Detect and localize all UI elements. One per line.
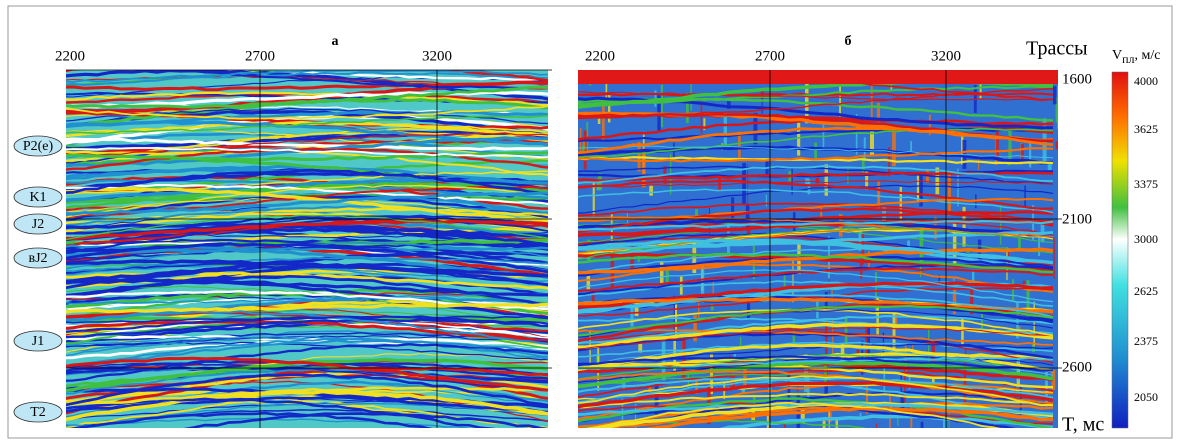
texture-streak <box>1024 186 1026 207</box>
texture-streak <box>731 197 734 221</box>
colorbar-ticks: 4000 3625 3375 3000 2625 2375 2050 <box>1134 74 1158 404</box>
texture-streak <box>1056 141 1060 149</box>
texture-streak <box>845 316 848 344</box>
colorbar-tick-label: 3000 <box>1134 232 1158 246</box>
figure: а б 2200 2700 3200 2200 2700 3200 Трассы… <box>0 0 1180 444</box>
texture-streak <box>816 178 820 184</box>
texture-streak <box>870 131 874 156</box>
x-tick-label: 2700 <box>245 48 275 64</box>
texture-streak <box>1000 205 1001 245</box>
horizon-label: P2(e) <box>23 139 54 154</box>
x-tick-label: 2200 <box>585 48 615 64</box>
panel-title: а <box>332 34 339 49</box>
seismic-section-b <box>573 67 1059 444</box>
texture-streak <box>649 186 653 196</box>
texture-streak <box>1057 86 1059 130</box>
x-axis-label: Трассы <box>1026 38 1088 60</box>
colorbar-tick-label: 2375 <box>1134 334 1158 348</box>
texture-streak <box>1038 238 1040 256</box>
horizon-label: K1 <box>29 190 46 205</box>
horizon-label: T2 <box>30 405 46 420</box>
texture-streak <box>921 422 924 442</box>
texture-streak <box>747 164 748 203</box>
y-tick-label: 2600 <box>1062 359 1092 375</box>
colorbar-label: Vпл, м/с <box>1112 48 1161 66</box>
x-tick-label: 3200 <box>931 48 961 64</box>
y-tick-label: 1600 <box>1062 71 1092 87</box>
label-sub: пл <box>1122 52 1134 66</box>
texture-streak <box>746 203 750 230</box>
x-tick-label: 3200 <box>422 48 452 64</box>
colorbar-tick-label: 4000 <box>1134 74 1158 88</box>
colorbar-tick-label: 2625 <box>1134 284 1158 298</box>
texture-streak <box>740 337 742 347</box>
texture-streak <box>935 167 939 194</box>
colorbar-tick-label: 3625 <box>1134 122 1158 136</box>
horizon-label: J1 <box>32 334 44 349</box>
texture-streak <box>745 426 746 444</box>
texture-streak <box>796 395 800 435</box>
horizon-label: J2 <box>32 217 44 232</box>
texture-streak <box>835 418 838 444</box>
y-tick-label: 2100 <box>1062 211 1092 227</box>
colorbar-tick-label: 2050 <box>1134 390 1158 404</box>
texture-streak <box>919 226 923 262</box>
texture-streak <box>1012 279 1014 300</box>
texture-streak <box>1018 237 1021 248</box>
seismic-section-a <box>61 54 553 444</box>
texture-band <box>578 70 1058 84</box>
x-tick-label: 2200 <box>55 48 85 64</box>
y-axis-label: T, мс <box>1062 414 1104 436</box>
texture-streak <box>948 173 951 215</box>
label-main: V <box>1112 48 1122 63</box>
texture-streak <box>876 423 877 443</box>
texture-streak <box>766 195 767 207</box>
panel-title: б <box>845 34 852 49</box>
texture-streak <box>718 176 721 191</box>
horizon-labels: P2(e) K1 J2 вJ2 J1 T2 <box>14 136 62 422</box>
texture-streak <box>661 85 663 128</box>
texture-streak <box>1053 86 1056 104</box>
texture-streak <box>1053 238 1054 279</box>
texture-streak <box>823 123 825 149</box>
texture-streak <box>949 413 950 444</box>
texture-streak <box>917 173 919 203</box>
colorbar-tick-label: 3375 <box>1134 177 1158 191</box>
x-tick-label: 2700 <box>755 48 785 64</box>
colorbar <box>1112 72 1128 428</box>
label-unit: , м/с <box>1135 48 1161 63</box>
texture-streak <box>622 398 624 441</box>
texture-streak <box>814 143 817 161</box>
horizon-label: вJ2 <box>28 251 47 266</box>
